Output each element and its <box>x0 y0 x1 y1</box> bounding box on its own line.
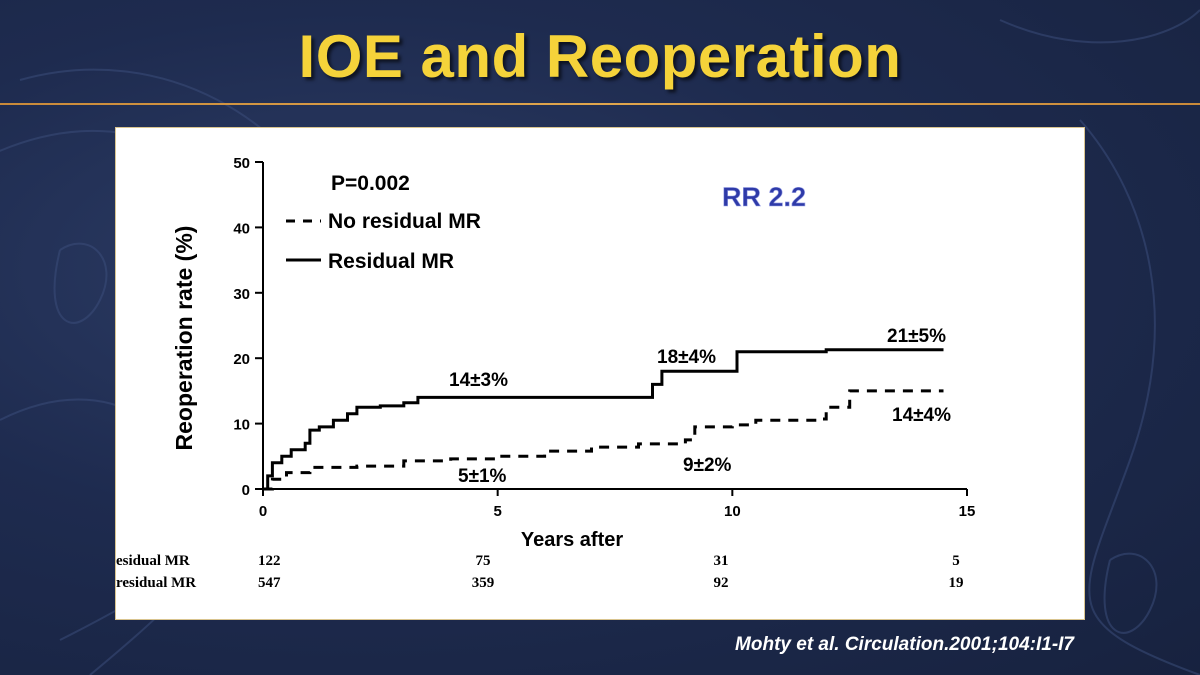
annotation-noresidual-15y: 14±4% <box>892 405 951 426</box>
y-tick-label: 40 <box>233 220 250 237</box>
x-tick-label: 5 <box>493 503 501 520</box>
legend-label-residual-mr: Residual MR <box>328 250 454 273</box>
no-residual-mr-curve <box>263 389 944 491</box>
y-tick-label: 30 <box>233 286 250 303</box>
y-tick-label: 50 <box>233 155 250 172</box>
y-tick-label: 20 <box>233 351 250 368</box>
at-risk-row-label: residual MR <box>116 575 196 591</box>
legend-label-no-residual-mr: No residual MR <box>328 210 481 233</box>
p-value-label: P=0.002 <box>331 172 410 195</box>
annotation-noresidual-5y: 5±1% <box>458 466 507 487</box>
at-risk-value: 359 <box>472 575 495 591</box>
residual-mr-curve <box>263 348 944 491</box>
title-divider <box>0 103 1200 105</box>
slide-title: IOE and Reoperation <box>298 23 902 90</box>
at-risk-value: 31 <box>714 553 729 569</box>
annotation-noresidual-10y: 9±2% <box>683 455 732 476</box>
annotation-residual-15y: 21±5% <box>887 326 946 347</box>
x-tick-label: 15 <box>959 503 976 520</box>
at-risk-row-label: esidual MR <box>116 553 190 569</box>
x-tick-labels: 0 5 10 15 <box>259 503 976 520</box>
annotation-residual-10y: 18±4% <box>657 347 716 368</box>
at-risk-value: 547 <box>258 575 281 591</box>
at-risk-value: 19 <box>949 575 964 591</box>
citation: Mohty et al. Circulation.2001;104:I1-I7 <box>735 634 1074 655</box>
at-risk-value: 5 <box>952 553 960 569</box>
y-tick-labels: 0 10 20 30 40 50 <box>233 155 250 499</box>
at-risk-value: 92 <box>714 575 729 591</box>
annotation-residual-5y: 14±3% <box>449 370 508 391</box>
y-tick-label: 0 <box>242 482 250 499</box>
at-risk-value: 75 <box>476 553 491 569</box>
y-axis-label: Reoperation rate (%) <box>171 226 197 451</box>
y-ticks <box>255 161 263 490</box>
relative-risk-label: RR 2.2 <box>722 182 806 212</box>
x-ticks <box>262 489 968 496</box>
x-tick-label: 10 <box>724 503 741 520</box>
x-tick-label: 0 <box>259 503 267 520</box>
at-risk-value: 122 <box>258 553 281 569</box>
x-axis-label: Years after <box>521 529 624 551</box>
y-tick-label: 10 <box>233 417 250 434</box>
at-risk-table: esidual MR 122 75 31 5 residual MR 547 3… <box>116 553 964 591</box>
chart-panel: 0 10 20 30 40 50 0 5 10 15 Reoperation rate (%) … <box>115 127 1085 620</box>
